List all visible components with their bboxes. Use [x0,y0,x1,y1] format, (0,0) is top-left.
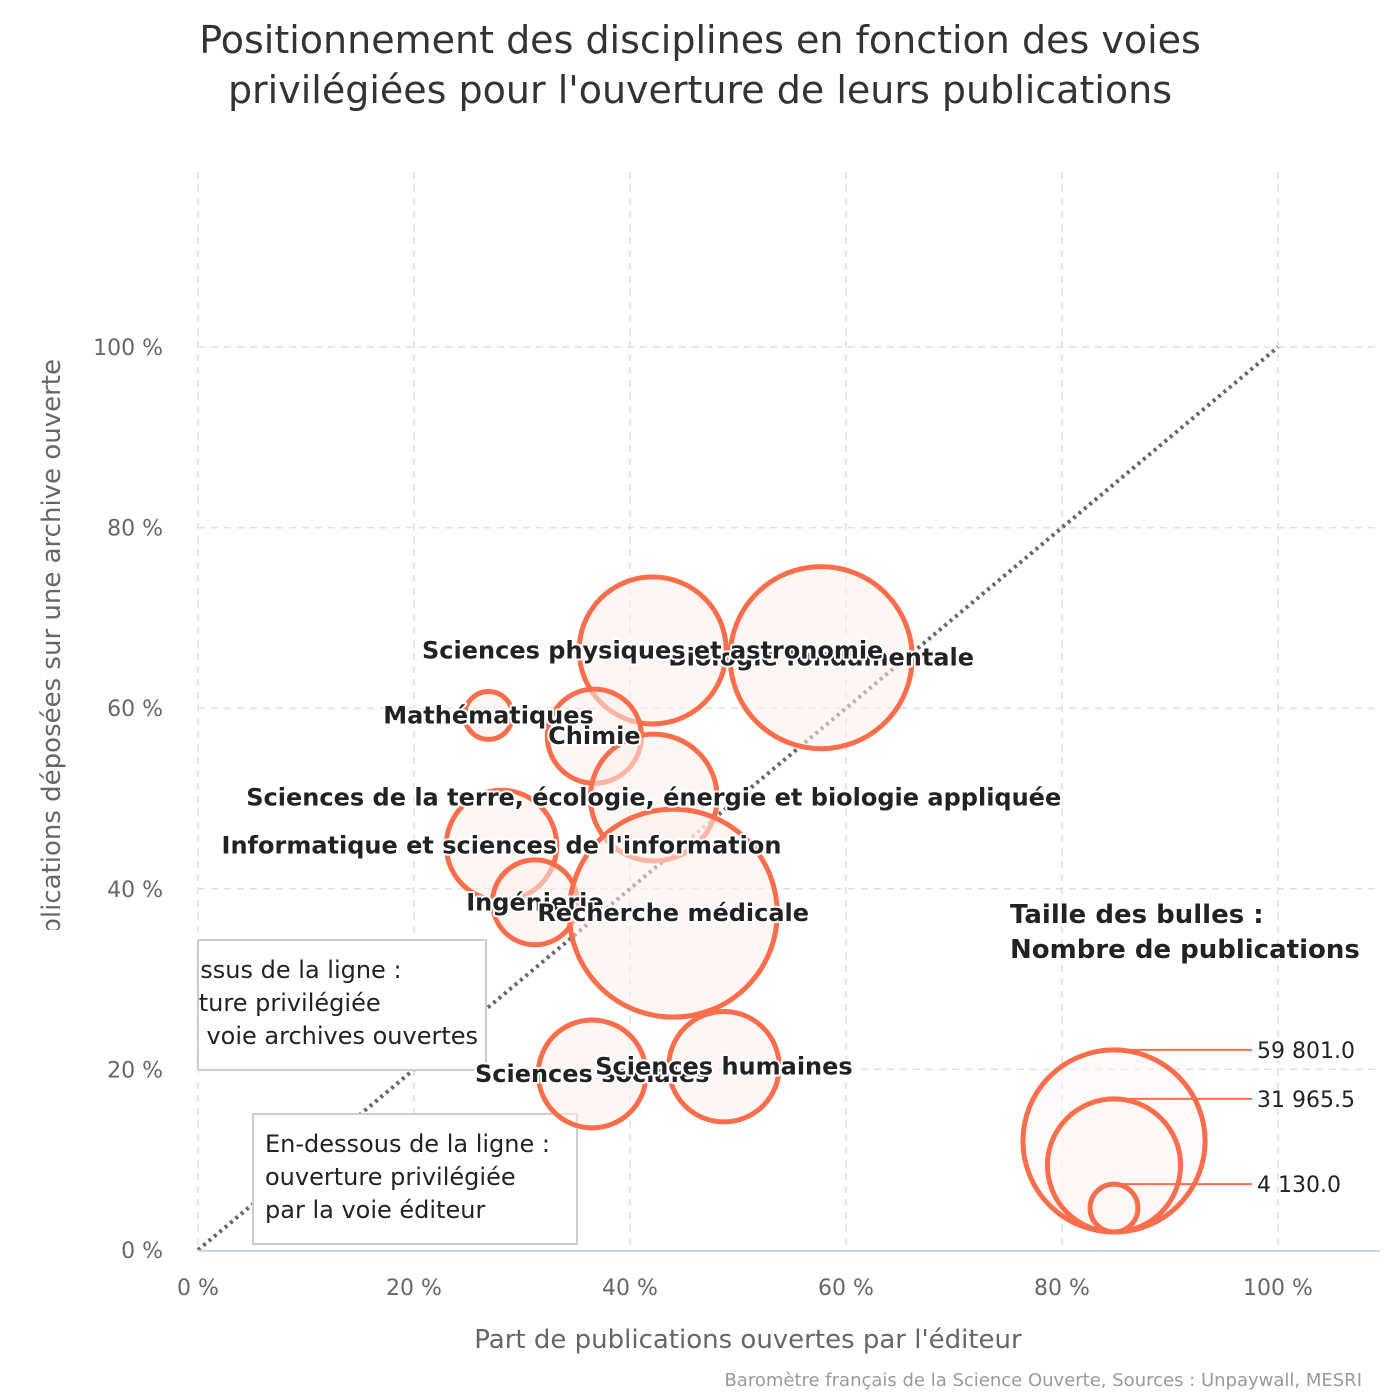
bubble-label: Sciences de la terre, écologie, énergie … [246,784,1061,812]
bubble-label: Recherche médicale [537,899,809,927]
annotations: Au-dessus de la ligne :ouverture privilé… [0,930,578,1245]
size-legend: Taille des bulles : Nombre de publication… [1010,900,1360,1235]
y-tick-label: 60 % [107,697,163,722]
annotation-text: ouverture privilégiée [265,1163,516,1191]
y-tick-label: 20 % [107,1058,163,1083]
x-tick-label: 100 % [1243,1276,1313,1301]
bubble-label: Sciences humaines [595,1053,853,1081]
bubble-math-matiques[interactable] [462,688,515,742]
y-tick-label: 0 % [121,1239,163,1264]
size-legend-title: Taille des bulles : [1010,900,1264,930]
credits: Baromètre français de la Science Ouverte… [724,1370,1362,1391]
x-tick-label: 80 % [1034,1276,1090,1301]
size-legend-label: 31 965.5 [1257,1088,1355,1113]
bubble-recherche-m-dicale[interactable] [566,806,780,1020]
bubble-biologie-fondamentale[interactable] [727,564,915,752]
bubble-label: Chimie [548,722,640,750]
y-tick-label: 80 % [107,517,163,542]
bubble-label: Sciences physiques et astronomie [422,636,883,664]
y-tick-label: 40 % [107,878,163,903]
size-legend-title: Nombre de publications [1010,935,1360,965]
chart-title-line-2: privilégiées pour l'ouverture de leurs p… [227,68,1173,112]
x-axis-label: Part de publications ouvertes par l'édit… [474,1325,1022,1355]
x-tick-label: 40 % [602,1276,658,1301]
chart-title-line-1: Positionnement des disciplines en foncti… [199,18,1201,62]
annotation-text: par la voie éditeur [265,1196,485,1224]
size-legend-bubble [1087,1181,1141,1235]
bubble-label: Biologie fondamentale [668,644,974,672]
x-tick-label: 20 % [386,1276,442,1301]
size-legend-label: 59 801.0 [1257,1039,1355,1064]
size-legend-label: 4 130.0 [1257,1173,1341,1198]
x-tick-label: 60 % [818,1276,874,1301]
bubble-label: Mathématiques [383,701,594,729]
x-tick-label: 0 % [177,1276,219,1301]
bubble-sciences-sociales[interactable] [535,1017,649,1131]
axes: 0 % 0 % 20 % 20 % 40 % 40 % 60 % 60 % 80 % 80 % 10… [37,336,1380,1355]
bubble-label: Ingénierie [466,888,603,916]
annotation-text: En-dessous de la ligne : [265,1130,550,1158]
bubble-label: Informatique et sciences de l'informatio… [222,831,782,859]
bubble-sciences-physiques-et-astronomie[interactable] [576,574,729,727]
y-tick-label: 100 % [93,336,163,361]
bubbles[interactable] [443,564,915,1131]
annotation-clip-mask [0,930,198,1080]
annotation-below-line: En-dessous de la ligne : ouverture privil… [252,1113,578,1245]
bubble-sciences-humaines[interactable] [666,1008,782,1125]
bubble-label: Sciences sociales [475,1060,709,1088]
